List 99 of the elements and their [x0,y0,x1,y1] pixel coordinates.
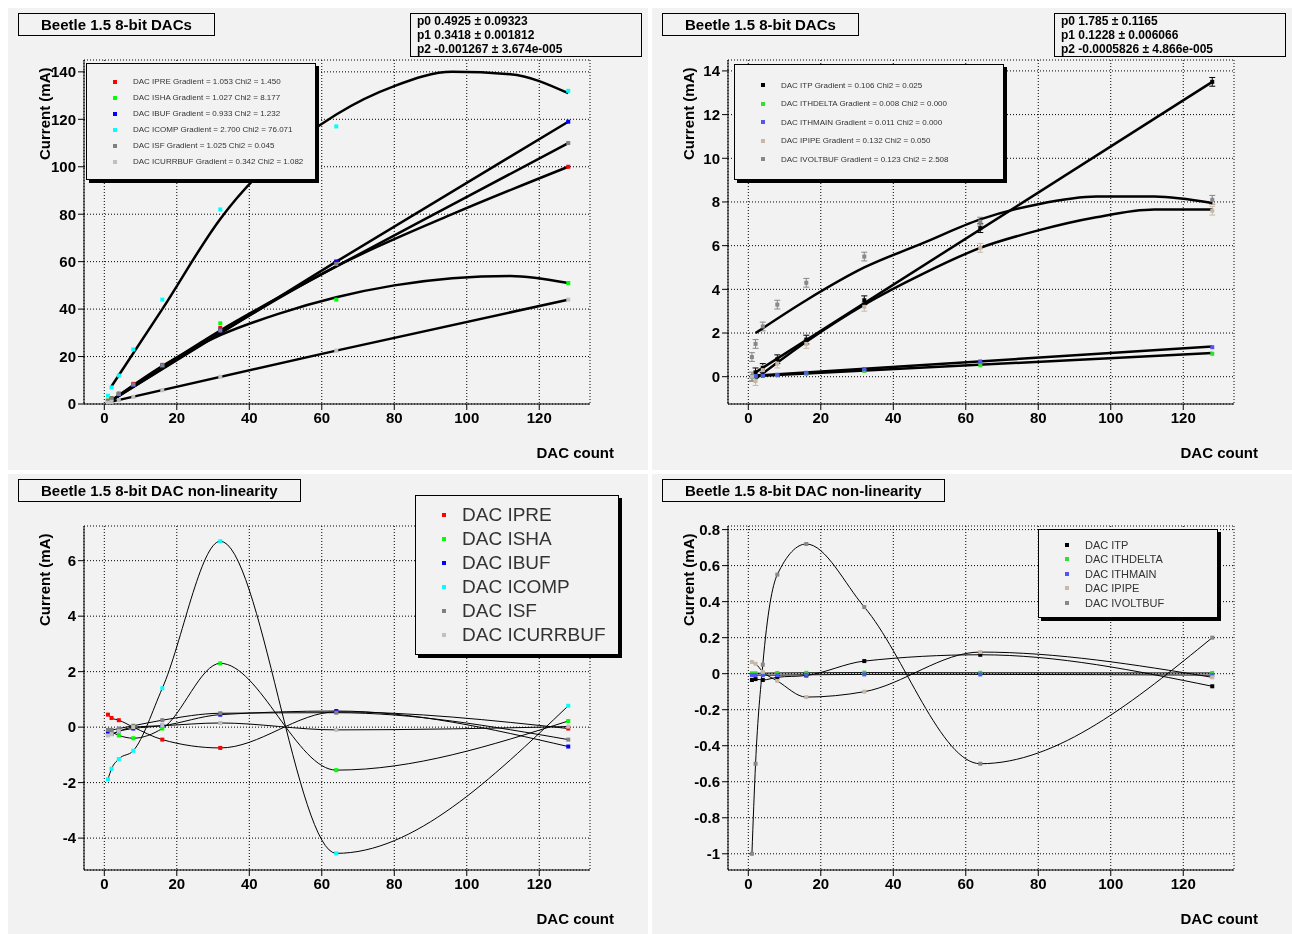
text: p0 1.785 ± 0.1165 [1060,14,1159,28]
x-tick-label: 100 [454,874,480,892]
x-axis-title: DAC count [1180,444,1258,461]
legend-label: DAC ITHMAIN Gradient = 0.011 Chi2 = 0.000 [781,117,943,127]
y-tick-label: 100 [50,158,76,176]
legend-label: DAC ICURRBUF [462,624,606,646]
y-tick-label: -4 [62,829,77,847]
legend-label: DAC IBUF [462,552,551,574]
y-tick-label: 80 [59,205,76,223]
y-tick-label: 0 [67,395,76,413]
x-tick-label: 20 [812,408,830,426]
y-tick-label: 2 [67,662,76,680]
y-tick-label: -0.2 [694,701,720,719]
y-tick-label: -0.6 [694,773,720,791]
text: p1 0.1228 ± 0.006066 [1060,28,1180,42]
chart-title: Beetle 1.5 8-bit DAC non-linearity [662,479,945,502]
y-tick-label: 12 [703,105,720,123]
legend-label: DAC IPIPE Gradient = 0.132 Chi2 = 0.050 [781,136,931,145]
x-tick-label: 0 [100,408,109,426]
legend-label: DAC ICOMP [462,576,570,598]
legend-label: DAC IPIPE [1085,582,1140,594]
x-tick-label: 60 [957,874,975,892]
text: p2 -0.001267 ± 3.674e-005 [416,42,564,56]
text: p0 0.4925 ± 0.09323 [416,14,529,28]
y-tick-label: 6 [711,236,720,254]
legend-label: DAC ITHMAIN [1085,567,1157,580]
text: p1 0.3418 ± 0.001812 [416,28,536,42]
x-tick-label: 0 [100,874,109,892]
x-tick-label: 120 [1170,874,1196,892]
y-tick-label: 20 [59,347,76,365]
y-tick-label: -2 [62,773,76,791]
x-tick-label: 100 [1098,874,1124,892]
legend-label: DAC IVOLTBUF [1085,596,1165,609]
y-tick-label: 0 [67,718,76,736]
y-tick-label: 60 [59,252,76,270]
legend-label: DAC ISF Gradient = 1.025 Chi2 = 0.045 [133,141,275,150]
x-tick-label: 40 [240,874,258,892]
x-tick-label: 40 [884,408,902,426]
y-tick-label: -0.8 [694,809,720,827]
legend-label: DAC IPRE Gradient = 1.053 Chi2 = 1.450 [133,77,281,86]
legend-label: DAC ISHA Gradient = 1.027 Chi2 = 8.177 [133,93,281,102]
x-tick-label: 120 [526,874,552,892]
y-axis-title: Current (mA) [35,67,53,160]
x-axis-title: DAC count [536,910,614,927]
x-tick-label: 20 [168,408,186,426]
x-tick-label: 0 [744,408,753,426]
y-tick-label: 6 [67,552,76,569]
y-tick-label: 120 [50,110,76,128]
x-tick-label: 60 [313,874,331,892]
x-tick-label: 20 [812,874,830,892]
y-tick-label: 0 [711,665,720,683]
y-tick-label: 2 [711,324,720,342]
y-tick-label: 8 [711,193,720,211]
x-tick-label: 40 [240,408,258,426]
y-axis-title: Current (mA) [679,67,697,160]
legend-label: DAC ITP [1085,538,1129,551]
x-tick-label: 120 [526,408,552,426]
y-tick-label: -0.4 [694,737,721,755]
x-tick-label: 80 [385,874,403,892]
legend-label: DAC ITHDELTA Gradient = 0.008 Chi2 = 0.000 [781,99,948,108]
x-tick-label: 60 [957,408,975,426]
chart-title: Beetle 1.5 8-bit DACs [18,13,215,36]
x-tick-label: 120 [1170,408,1196,426]
legend-label: DAC IBUF Gradient = 0.933 Chi2 = 1.232 [133,109,281,118]
y-tick-label: 4 [711,280,721,298]
x-tick-label: 60 [313,408,331,426]
y-tick-label: 0.6 [699,556,720,574]
legend-label: DAC ICURRBUF Gradient = 0.342 Chi2 = 1.082 [133,157,304,166]
x-tick-label: 40 [884,874,902,892]
x-axis-title: DAC count [1180,910,1258,927]
legend-label: DAC ITHDELTA [1085,553,1163,565]
text: p2 -0.0005826 ± 4.866e-005 [1060,42,1215,56]
y-tick-label: 0.2 [699,628,720,646]
legend-label: DAC IPRE [462,504,552,526]
y-tick-label: 4 [67,607,77,625]
y-tick-label: 14 [703,62,721,80]
legend-label: DAC ISHA [462,528,552,550]
x-tick-label: 80 [1029,874,1047,892]
x-tick-label: 0 [744,874,753,892]
y-tick-label: 0 [711,368,720,386]
y-axis-title: Current (mA) [679,533,697,626]
legend-label: DAC ICOMP Gradient = 2.700 Chi2 = 76.071 [133,125,293,134]
y-tick-label: 40 [59,300,76,318]
y-tick-label: 10 [703,149,720,167]
x-tick-label: 80 [1029,408,1047,426]
y-tick-label: 0.4 [699,592,721,610]
x-axis-title: DAC count [536,444,614,461]
legend-label: DAC ISF [462,600,537,622]
legend-label: DAC ITP Gradient = 0.106 Chi2 = 0.025 [781,80,923,90]
y-tick-label: 0.8 [699,520,720,538]
legend-label: DAC IVOLTBUF Gradient = 0.123 Chi2 = 2.508 [781,154,949,164]
y-axis-title: Current (mA) [35,533,53,626]
y-tick-label: -1 [706,845,720,863]
x-tick-label: 80 [385,408,403,426]
x-tick-label: 100 [1098,408,1124,426]
x-tick-label: 100 [454,408,480,426]
chart-title: Beetle 1.5 8-bit DAC non-linearity [18,479,301,502]
x-tick-label: 20 [168,874,186,892]
chart-title: Beetle 1.5 8-bit DACs [662,13,859,36]
